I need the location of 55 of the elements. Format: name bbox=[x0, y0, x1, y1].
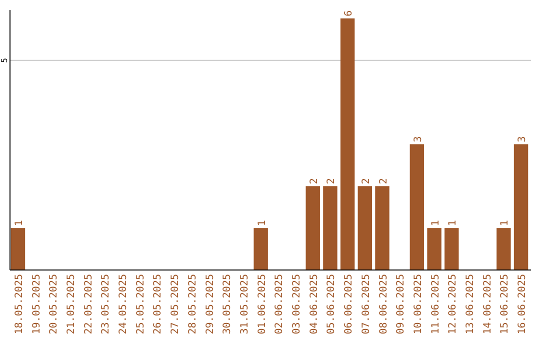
x-tick-label: 28.05.2025 bbox=[187, 274, 198, 334]
bar bbox=[514, 144, 528, 270]
x-tick-label: 24.05.2025 bbox=[118, 274, 130, 334]
x-tick-label: 15.06.2025 bbox=[500, 274, 511, 334]
x-tick-label: 05.06.2025 bbox=[326, 274, 338, 334]
bar bbox=[444, 228, 459, 270]
bar bbox=[496, 228, 511, 270]
bar bbox=[306, 186, 320, 270]
data-label: 3 bbox=[517, 136, 528, 142]
data-label: 1 bbox=[448, 220, 459, 226]
x-tick-label: 10.06.2025 bbox=[412, 274, 424, 334]
x-tick-label: 20.05.2025 bbox=[48, 274, 60, 334]
x-tick-label: 06.06.2025 bbox=[344, 274, 355, 334]
x-tick-label: 12.06.2025 bbox=[448, 274, 459, 334]
data-label: 3 bbox=[412, 136, 424, 142]
x-tick-label: 31.05.2025 bbox=[239, 274, 250, 334]
x-tick-label: 19.05.2025 bbox=[31, 274, 42, 334]
x-tick-label: 01.06.2025 bbox=[256, 274, 268, 334]
bar bbox=[254, 228, 268, 270]
data-label: 1 bbox=[256, 220, 268, 226]
x-tick-label: 09.06.2025 bbox=[396, 274, 407, 334]
data-label: 2 bbox=[326, 178, 338, 184]
x-tick-label: 18.05.2025 bbox=[14, 274, 25, 334]
data-label: 1 bbox=[500, 220, 511, 226]
y-tick-label: 5 bbox=[0, 58, 9, 63]
data-label: 2 bbox=[378, 178, 390, 184]
x-tick-label: 11.06.2025 bbox=[430, 274, 442, 334]
x-tick-label: 03.06.2025 bbox=[292, 274, 303, 334]
bar bbox=[340, 18, 355, 270]
x-tick-label: 23.05.2025 bbox=[100, 274, 112, 334]
data-label: 1 bbox=[430, 220, 442, 226]
bar bbox=[427, 228, 442, 270]
bar bbox=[410, 144, 424, 270]
bar bbox=[358, 186, 372, 270]
x-tick-label: 14.06.2025 bbox=[482, 274, 494, 334]
x-tick-label: 13.06.2025 bbox=[464, 274, 476, 334]
x-tick-label: 16.06.2025 bbox=[517, 274, 528, 334]
x-tick-label: 07.06.2025 bbox=[360, 274, 372, 334]
x-tick-label: 25.05.2025 bbox=[135, 274, 146, 334]
x-tick-label: 08.06.2025 bbox=[378, 274, 390, 334]
data-label: 2 bbox=[360, 178, 372, 184]
bar bbox=[323, 186, 338, 270]
x-tick-label: 29.05.2025 bbox=[204, 274, 216, 334]
bar bbox=[10, 228, 26, 270]
data-label: 1 bbox=[14, 220, 25, 226]
x-tick-label: 04.06.2025 bbox=[308, 274, 320, 334]
x-tick-label: 21.05.2025 bbox=[66, 274, 78, 334]
x-tick-label: 26.05.2025 bbox=[152, 274, 164, 334]
x-tick-label: 22.05.2025 bbox=[83, 274, 94, 334]
bar bbox=[375, 186, 390, 270]
x-tick-label: 27.05.2025 bbox=[170, 274, 182, 334]
x-tick-label: 30.05.2025 bbox=[222, 274, 234, 334]
x-tick-label: 02.06.2025 bbox=[274, 274, 286, 334]
data-label: 2 bbox=[308, 178, 320, 184]
data-label: 6 bbox=[344, 10, 355, 16]
